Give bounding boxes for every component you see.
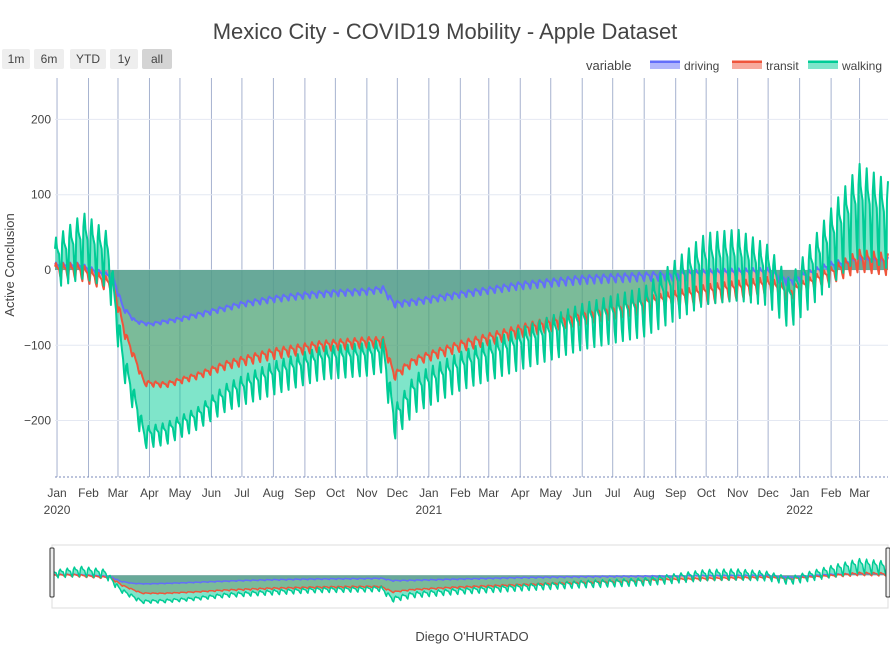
x-tick-year-label: 2022: [786, 503, 813, 517]
range-button-ytd[interactable]: YTD: [70, 49, 106, 69]
legend-item-transit[interactable]: transit: [732, 59, 799, 73]
x-tick-label: Nov: [727, 486, 748, 500]
x-tick-label: Jun: [573, 486, 592, 500]
x-tick-label: Jul: [605, 486, 620, 500]
range-slider[interactable]: [49, 544, 890, 609]
plot-lines: [54, 162, 889, 450]
range-button-bg: [70, 49, 106, 69]
x-tick-year-label: 2021: [415, 503, 442, 517]
range-slider-lines: [51, 557, 889, 605]
range-button-all[interactable]: all: [142, 49, 172, 69]
range-slider-transit-line: [51, 571, 889, 595]
x-tick-label: Apr: [140, 486, 159, 500]
x-tick-label: Sep: [665, 486, 687, 500]
x-tick-label: Oct: [326, 486, 345, 500]
range-button-label: YTD: [76, 52, 100, 66]
x-tick-year-label: 2020: [44, 503, 71, 517]
y-axis-title: Active Conclusion: [2, 213, 17, 316]
legend-swatch: [732, 60, 762, 69]
range-button-bg: [34, 49, 64, 69]
range-selector: 1m 6m YTD 1y all: [2, 49, 172, 69]
walking-line: [54, 162, 889, 450]
legend-swatch: [808, 60, 838, 69]
range-button-bg: [110, 49, 138, 69]
legend-swatch: [650, 60, 680, 69]
y-tick-label: 100: [31, 188, 51, 202]
x-tick-label: Feb: [450, 486, 471, 500]
legend-label: transit: [766, 59, 799, 73]
y-tick-label: 0: [44, 263, 51, 277]
x-tick-label: Oct: [697, 486, 716, 500]
y-axis-ticks: −200 −100 0 100 200: [24, 112, 51, 427]
range-button-label: 6m: [41, 52, 58, 66]
y-tick-label: −100: [24, 338, 51, 352]
range-button-1y[interactable]: 1y: [110, 49, 138, 69]
x-axis-ticks: Jan 2020 Feb Mar Apr May Jun Jul Aug Sep Oct Nov Dec…: [44, 486, 870, 517]
walking-area: [55, 163, 888, 449]
x-tick-label: Dec: [387, 486, 408, 500]
range-slider-walking-line: [51, 557, 889, 605]
chart-title: Mexico City - COVID19 Mobility - Apple D…: [213, 19, 678, 44]
range-button-label: 1y: [118, 52, 131, 66]
x-tick-label: Jan: [790, 486, 809, 500]
x-tick-label: Sep: [294, 486, 316, 500]
x-tick-label: Jun: [202, 486, 221, 500]
range-button-bg: [2, 49, 30, 69]
x-tick-label: Feb: [78, 486, 99, 500]
legend-items: driving transit walking: [650, 59, 882, 73]
x-tick-label: Jan: [419, 486, 438, 500]
x-tick-label: Aug: [263, 486, 284, 500]
legend-item-walking[interactable]: walking: [808, 59, 882, 73]
x-tick-label: Nov: [356, 486, 377, 500]
range-button-1m[interactable]: 1m: [2, 49, 30, 69]
range-slider-handle-right[interactable]: [885, 547, 890, 598]
legend-item-driving[interactable]: driving: [650, 59, 719, 73]
y-tick-label: 200: [31, 112, 51, 126]
range-button-label: 1m: [8, 52, 25, 66]
range-button-label: all: [151, 52, 163, 66]
x-tick-label: Jan: [47, 486, 66, 500]
x-tick-label: Mar: [849, 486, 870, 500]
range-button-bg: [142, 49, 172, 69]
x-tick-label: Mar: [108, 486, 129, 500]
x-tick-label: Apr: [511, 486, 530, 500]
range-slider-handle-left[interactable]: [49, 547, 55, 598]
range-slider-walking-area: [52, 558, 888, 604]
legend-label: walking: [841, 59, 882, 73]
range-button-6m[interactable]: 6m: [34, 49, 64, 69]
legend-label: driving: [684, 59, 719, 73]
x-tick-label: Jul: [234, 486, 249, 500]
x-tick-label: Feb: [821, 486, 842, 500]
x-tick-label: Mar: [478, 486, 499, 500]
x-tick-label: Dec: [757, 486, 778, 500]
x-tick-label: May: [539, 486, 562, 500]
x-tick-label: Aug: [634, 486, 655, 500]
y-tick-label: −200: [24, 414, 51, 428]
x-tick-label: May: [169, 486, 192, 500]
x-axis-title: Diego O'HURTADO: [415, 629, 528, 644]
legend-title: variable: [586, 58, 632, 73]
legend: variable driving transit walking: [586, 58, 882, 73]
